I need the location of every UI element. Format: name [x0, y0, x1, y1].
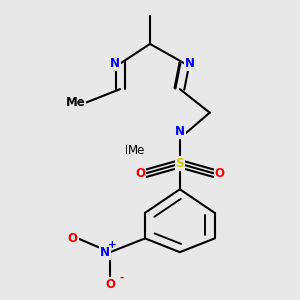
- Text: N: N: [175, 125, 185, 138]
- Text: O: O: [105, 278, 115, 291]
- Text: S: S: [176, 157, 184, 170]
- Text: O: O: [135, 167, 145, 180]
- Text: +: +: [108, 240, 117, 250]
- Text: Me: Me: [66, 96, 85, 110]
- Text: O: O: [68, 232, 78, 245]
- Text: N: N: [100, 246, 110, 259]
- Text: O: O: [215, 167, 225, 180]
- Text: -: -: [119, 273, 123, 283]
- Text: Me: Me: [128, 143, 145, 157]
- Text: N: N: [185, 57, 195, 70]
- Text: Me: Me: [125, 143, 145, 157]
- Text: N: N: [110, 57, 120, 70]
